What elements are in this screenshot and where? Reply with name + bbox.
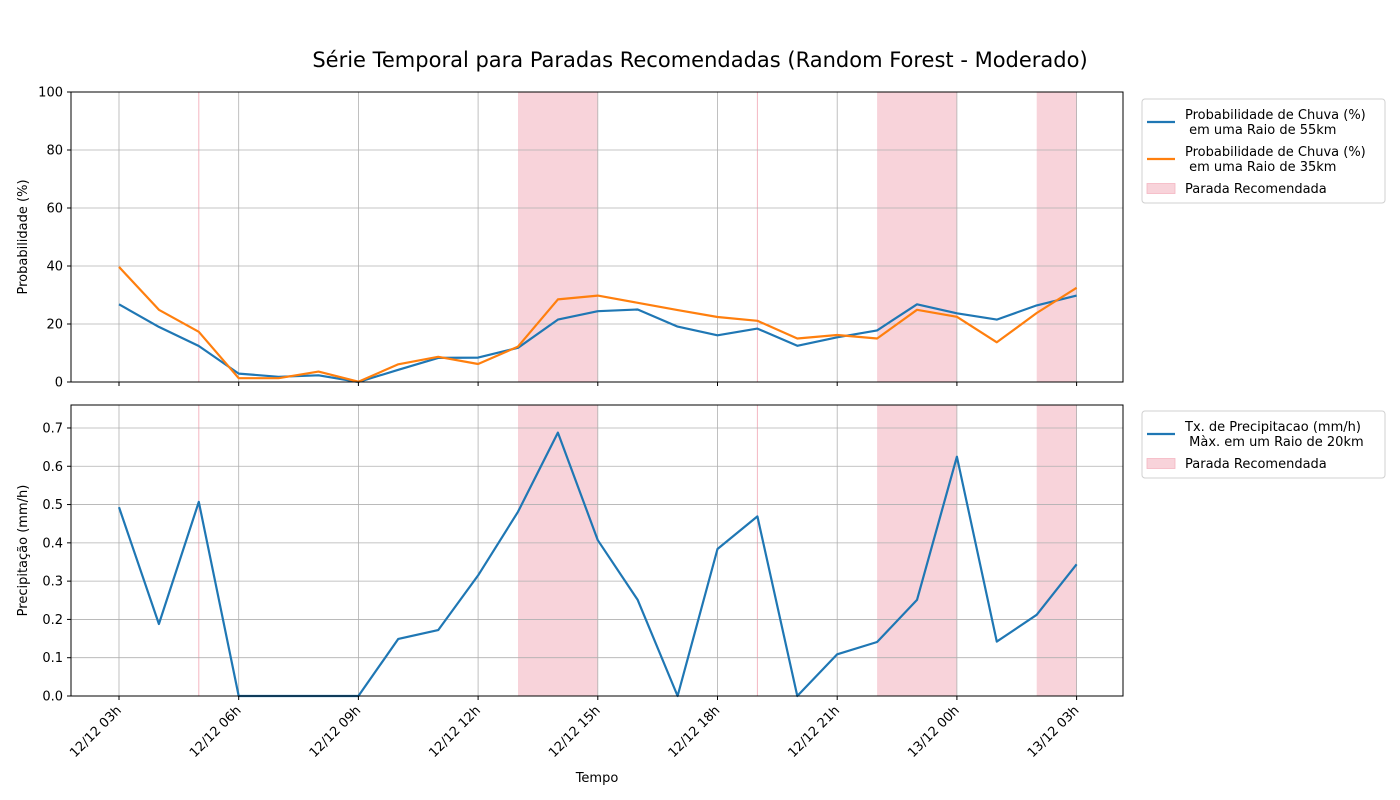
legend-entry-label: Probabilidade de Chuva (%) em uma Raio d… <box>1185 108 1366 138</box>
y-tick-label: 0.7 <box>42 421 63 436</box>
legend-box <box>1141 98 1386 204</box>
legend-entry-label: Tx. de Precipitacao (mm/h) Màx. em um Ra… <box>1184 420 1364 450</box>
chart-title: Série Temporal para Paradas Recomendadas… <box>312 48 1087 72</box>
legend-entry-line: em uma Raio de 35km <box>1185 160 1336 175</box>
y-tick-label: 60 <box>46 202 63 217</box>
chart-panel-1: 0 20 40 60 80 100 Probabilidade (%) Probabilida… <box>16 86 1386 391</box>
x-tick-label: 12/12 21h <box>785 703 843 761</box>
x-tick-label: 12/12 03h <box>67 703 125 761</box>
y-tick-label: 0.3 <box>42 575 63 590</box>
y-tick-label: 20 <box>46 318 63 333</box>
y-axis-label: Precipitação (mm/h) <box>16 485 31 617</box>
legend-entry-line: Probabilidade de Chuva (%) <box>1185 145 1366 160</box>
chart-panels: 0 20 40 60 80 100 Probabilidade (%) Probabilida… <box>16 86 1386 761</box>
y-tick-label: 0.0 <box>42 690 63 705</box>
legend-swatch-patch <box>1146 458 1176 469</box>
y-axis-label: Probabilidade (%) <box>16 179 31 294</box>
y-tick-label: 0.4 <box>42 536 63 551</box>
plot-frame <box>70 404 1124 697</box>
stop-region <box>877 92 957 382</box>
legend-entry-line: Parada Recomendada <box>1185 457 1327 472</box>
chart-panel-2: 0.0 0.1 0.2 0.3 0.4 0.5 0.6 0.7 Precipitação (mm… <box>16 404 1386 761</box>
stop-region <box>877 405 957 696</box>
legend-box <box>1141 410 1386 479</box>
legend-entry-label: Parada Recomendada <box>1185 457 1327 472</box>
legend-entry-label: Parada Recomendada <box>1185 182 1327 197</box>
legend-entry-line: Parada Recomendada <box>1185 182 1327 197</box>
y-tick-label: 0.1 <box>42 651 63 666</box>
legend-entry-line: Tx. de Precipitacao (mm/h) <box>1184 420 1361 435</box>
x-tick-label: 12/12 12h <box>426 703 484 761</box>
x-tick-label: 12/12 18h <box>666 703 724 761</box>
legend-entry-label: Probabilidade de Chuva (%) em uma Raio d… <box>1185 145 1366 175</box>
legend-entry-line: Probabilidade de Chuva (%) <box>1185 108 1366 123</box>
legend-swatch-patch <box>1146 183 1176 194</box>
plot-frame <box>70 91 1124 383</box>
y-tick-label: 0.6 <box>42 460 63 475</box>
stop-region <box>518 405 598 696</box>
y-tick-label: 80 <box>46 144 63 159</box>
x-tick-label: 12/12 06h <box>187 703 245 761</box>
x-tick-label: 13/12 00h <box>905 703 963 761</box>
stop-region <box>518 92 598 382</box>
y-tick-label: 0.2 <box>42 613 63 628</box>
y-tick-label: 40 <box>46 260 63 275</box>
stop-region <box>1036 92 1077 382</box>
series-line-1 <box>118 294 1077 384</box>
x-tick-label: 12/12 15h <box>546 703 604 761</box>
x-axis-label: Tempo <box>575 771 619 786</box>
y-tick-label: 0.5 <box>42 498 63 513</box>
y-tick-label: 100 <box>38 86 63 101</box>
legend-entry-line: Màx. em um Raio de 20km <box>1185 435 1364 450</box>
stop-region <box>1036 405 1077 696</box>
legend-entry-line: em uma Raio de 55km <box>1185 123 1336 138</box>
x-tick-label: 13/12 03h <box>1025 703 1083 761</box>
y-tick-label: 0 <box>55 376 63 391</box>
x-tick-label: 12/12 09h <box>307 703 365 761</box>
